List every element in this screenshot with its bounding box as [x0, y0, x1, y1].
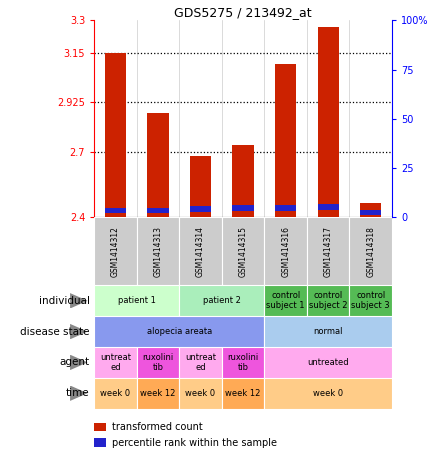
Bar — [360, 210, 381, 215]
Polygon shape — [70, 386, 88, 401]
Text: ruxolini
tib: ruxolini tib — [227, 353, 259, 372]
Text: time: time — [66, 388, 90, 398]
Title: GDS5275 / 213492_at: GDS5275 / 213492_at — [174, 6, 312, 19]
Bar — [307, 285, 350, 316]
Bar — [318, 27, 339, 217]
Text: GSM1414317: GSM1414317 — [324, 226, 333, 277]
Bar — [94, 316, 265, 347]
Bar — [147, 113, 169, 217]
Text: individual: individual — [39, 296, 90, 306]
Bar — [190, 207, 211, 212]
Bar — [190, 156, 211, 217]
Bar — [360, 203, 381, 217]
Text: week 0: week 0 — [100, 389, 131, 398]
Text: agent: agent — [60, 357, 90, 367]
Polygon shape — [70, 293, 88, 308]
Bar — [222, 347, 265, 378]
Bar — [137, 378, 179, 409]
Bar — [94, 285, 179, 316]
Bar — [233, 145, 254, 217]
Text: week 0: week 0 — [185, 389, 215, 398]
Bar — [233, 205, 254, 211]
Bar — [275, 64, 296, 217]
Bar — [137, 347, 179, 378]
Bar — [265, 217, 307, 285]
Text: GSM1414313: GSM1414313 — [153, 226, 162, 277]
Text: untreated: untreated — [307, 358, 349, 367]
Text: GSM1414315: GSM1414315 — [239, 226, 247, 277]
Text: week 0: week 0 — [313, 389, 343, 398]
Bar — [94, 423, 106, 431]
Bar — [94, 378, 137, 409]
Text: normal: normal — [314, 327, 343, 336]
Text: GSM1414314: GSM1414314 — [196, 226, 205, 277]
Bar — [275, 205, 296, 211]
Text: control
subject 3: control subject 3 — [351, 291, 390, 310]
Bar — [105, 207, 126, 213]
Text: untreat
ed: untreat ed — [100, 353, 131, 372]
Text: GSM1414316: GSM1414316 — [281, 226, 290, 277]
Bar — [179, 217, 222, 285]
Bar — [307, 217, 350, 285]
Bar — [179, 285, 265, 316]
Bar — [94, 347, 137, 378]
Text: percentile rank within the sample: percentile rank within the sample — [112, 438, 277, 448]
Text: patient 1: patient 1 — [118, 296, 155, 305]
Bar — [137, 217, 179, 285]
Text: disease state: disease state — [20, 327, 90, 337]
Bar — [222, 378, 265, 409]
Bar — [265, 347, 392, 378]
Bar — [147, 207, 169, 213]
Bar — [318, 204, 339, 210]
Text: week 12: week 12 — [226, 389, 261, 398]
Bar — [94, 217, 137, 285]
Text: GSM1414312: GSM1414312 — [111, 226, 120, 277]
Text: week 12: week 12 — [140, 389, 176, 398]
Text: GSM1414318: GSM1414318 — [366, 226, 375, 277]
Bar — [350, 217, 392, 285]
Bar — [265, 316, 392, 347]
Bar — [179, 378, 222, 409]
Text: patient 2: patient 2 — [203, 296, 241, 305]
Polygon shape — [70, 355, 88, 370]
Text: transformed count: transformed count — [112, 422, 203, 432]
Text: untreat
ed: untreat ed — [185, 353, 216, 372]
Bar — [179, 347, 222, 378]
Bar — [350, 285, 392, 316]
Polygon shape — [70, 324, 88, 339]
Text: ruxolini
tib: ruxolini tib — [142, 353, 173, 372]
Bar — [94, 439, 106, 447]
Bar — [105, 53, 126, 217]
Text: alopecia areata: alopecia areata — [147, 327, 212, 336]
Text: control
subject 2: control subject 2 — [309, 291, 347, 310]
Bar — [222, 217, 265, 285]
Text: control
subject 1: control subject 1 — [266, 291, 305, 310]
Bar — [265, 285, 307, 316]
Bar — [265, 378, 392, 409]
